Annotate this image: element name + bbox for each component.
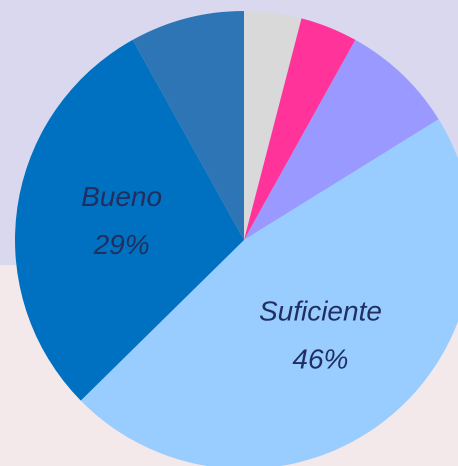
pie-slice <box>244 11 302 240</box>
slice-value-label: 46% <box>292 344 348 375</box>
slice-label: Bueno <box>81 181 162 212</box>
pie-slice <box>132 11 244 240</box>
pie-slice <box>244 18 356 240</box>
slice-label: Suficiente <box>259 296 382 327</box>
pie-slice <box>14 39 244 401</box>
pie-slice <box>244 39 439 241</box>
pie-slice <box>80 119 458 466</box>
slice-value-label: 29% <box>93 229 150 260</box>
